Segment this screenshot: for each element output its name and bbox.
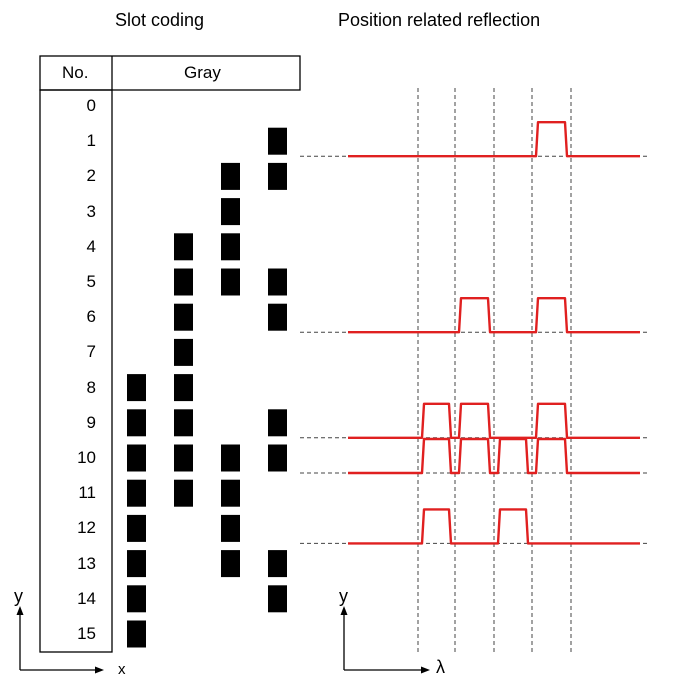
block-row6-bit1 (174, 303, 193, 331)
trace-row9 (348, 402, 640, 439)
number-column-box (39, 89, 113, 653)
trace-row6 (348, 297, 640, 334)
right-x-arrowhead (421, 666, 430, 674)
row-number-11: 11 (78, 483, 96, 503)
block-row15-bit0 (127, 620, 146, 648)
block-row1-bit3 (268, 127, 287, 155)
row-number-0: 0 (86, 96, 96, 115)
row-number-9: 9 (86, 412, 96, 432)
block-row11-bit2 (221, 479, 240, 507)
block-row2-bit2 (221, 162, 240, 190)
gray-code-blocks (127, 127, 287, 648)
block-row13-bit0 (127, 550, 146, 578)
left-x-arrowhead (95, 666, 104, 674)
block-row12-bit2 (221, 514, 240, 542)
block-row6-bit3 (268, 303, 287, 331)
right-y-arrowhead (340, 606, 348, 615)
row-number-1: 1 (86, 131, 96, 151)
block-row5-bit2 (221, 268, 240, 296)
block-row8-bit0 (127, 374, 146, 402)
header-gray: Gray (184, 63, 221, 82)
block-row4-bit2 (221, 233, 240, 261)
row-number-13: 13 (77, 553, 96, 573)
row-number-10: 10 (77, 448, 96, 467)
wavelength-slot-lines (417, 88, 572, 652)
trace-row12 (348, 508, 640, 545)
row-number-8: 8 (86, 377, 96, 397)
block-row3-bit2 (221, 198, 240, 226)
reflection-traces (300, 121, 648, 545)
row-number-6: 6 (86, 307, 96, 327)
block-row9-bit0 (127, 409, 146, 437)
block-row2-bit3 (268, 162, 287, 190)
block-row10-bit0 (127, 444, 146, 472)
reflection-title: Position related reflection (338, 10, 541, 30)
row-number-5: 5 (86, 272, 96, 291)
block-row10-bit1 (174, 444, 193, 472)
row-number-4: 4 (86, 236, 96, 256)
trace-row1 (348, 121, 640, 158)
slot-coding-title: Slot coding (115, 10, 205, 30)
block-row8-bit1 (174, 374, 193, 402)
row-number-14: 14 (77, 588, 96, 608)
left-axes (16, 606, 104, 674)
block-row7-bit1 (174, 338, 193, 366)
block-row10-bit3 (268, 444, 287, 472)
block-row13-bit3 (268, 550, 287, 578)
row-number-3: 3 (86, 201, 96, 221)
left-x-label: x (118, 661, 126, 678)
block-row9-bit3 (268, 409, 287, 437)
row-number-12: 12 (77, 518, 96, 538)
block-row5-bit3 (268, 268, 287, 296)
trace-row10 (348, 437, 640, 475)
block-row9-bit1 (174, 409, 193, 437)
right-x-label: λ (436, 657, 445, 677)
row-number-7: 7 (86, 342, 96, 362)
row-number-15: 15 (77, 624, 96, 643)
left-y-label: y (14, 586, 23, 606)
row-number-2: 2 (86, 166, 96, 186)
block-row12-bit0 (127, 514, 146, 542)
block-row10-bit2 (221, 444, 240, 472)
block-row11-bit1 (174, 479, 193, 507)
block-row13-bit2 (221, 550, 240, 578)
block-row4-bit1 (174, 233, 193, 261)
left-y-arrowhead (16, 606, 24, 615)
block-row5-bit1 (174, 268, 193, 296)
header-no: No. (62, 63, 89, 82)
block-row11-bit0 (127, 479, 146, 507)
right-y-label: y (339, 586, 348, 606)
block-row14-bit0 (127, 585, 146, 613)
table-header-box (39, 55, 301, 91)
table-frame (39, 55, 301, 653)
block-row14-bit3 (268, 585, 287, 613)
right-axes (340, 606, 430, 674)
